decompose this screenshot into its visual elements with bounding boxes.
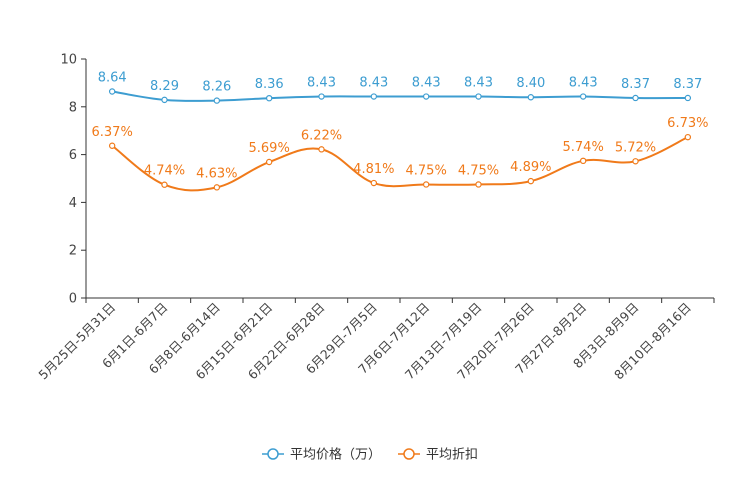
data-point[interactable] [684,133,692,141]
data-point[interactable] [161,96,168,104]
data-label: 6.22% [301,128,342,143]
y-tick-label: 2 [69,244,77,259]
data-point[interactable] [475,181,482,188]
data-point[interactable] [370,93,378,100]
data-label: 8.43 [412,76,441,91]
series-line-1 [112,90,688,102]
data-point[interactable] [579,93,587,100]
data-point[interactable] [265,158,273,166]
legend-item-1[interactable]: 平均价格（万） [262,447,381,463]
y-tick-label: 4 [69,196,77,211]
legend-circle-icon [267,448,279,460]
data-point[interactable] [684,94,692,102]
data-label: 8.37 [673,77,702,92]
data-labels: 8.64 8.29 8.26 8.36 8.43 8.43 8.43 8.43 8.40 8.43… [92,71,709,182]
data-label: 8.43 [464,76,493,91]
data-point[interactable] [422,181,430,188]
data-point[interactable] [527,94,535,101]
data-label: 4.75% [406,163,447,178]
data-point[interactable] [213,184,221,191]
data-label: 8.64 [98,71,127,86]
data-label: 4.75% [458,163,499,178]
data-point[interactable] [370,179,378,187]
data-label: 6.37% [92,125,133,140]
data-point[interactable] [422,93,430,100]
data-label: 4.81% [353,162,394,177]
data-point[interactable] [108,88,116,95]
data-label: 8.26 [202,80,231,95]
data-label: 8.43 [569,76,598,91]
data-point[interactable] [632,94,639,102]
data-point[interactable] [527,177,535,185]
data-point[interactable] [579,157,587,165]
legend-label: 平均价格（万） [290,447,381,463]
x-tick-label: 5月25日-5月31日 [35,300,118,383]
data-label: 6.73% [667,116,708,131]
axes: 02468105月25日-5月31日6月1日-6月7日6月8日-6月14日6月1… [35,53,715,383]
data-label: 8.29 [150,79,179,94]
data-point[interactable] [161,181,168,188]
data-label: 5.72% [615,140,656,155]
data-label: 5.74% [563,140,604,155]
data-label: 4.63% [196,166,237,181]
y-tick-label: 0 [69,292,77,307]
y-tick-label: 10 [60,53,77,68]
data-label: 5.69% [249,141,290,156]
legend-item-2[interactable]: 平均折扣 [398,448,478,463]
data-point[interactable] [632,158,639,165]
data-label: 4.74% [144,164,185,179]
data-point[interactable] [108,142,116,149]
data-point[interactable] [213,97,221,104]
data-label: 8.40 [516,76,545,91]
legend-label: 平均折扣 [426,448,478,463]
legend[interactable]: 平均价格（万） 平均折扣 [262,447,478,463]
data-label: 8.37 [621,77,650,92]
data-point[interactable] [318,146,325,153]
y-tick-label: 8 [69,100,77,115]
data-label: 8.36 [255,77,284,92]
data-label: 4.89% [510,160,551,175]
y-tick-label: 6 [69,148,77,163]
legend-circle-icon [403,448,415,460]
data-point[interactable] [318,93,325,100]
data-point[interactable] [475,93,482,100]
series-layer [108,88,692,192]
data-label: 8.43 [307,76,336,91]
data-point[interactable] [265,94,273,102]
data-label: 8.43 [359,76,388,91]
